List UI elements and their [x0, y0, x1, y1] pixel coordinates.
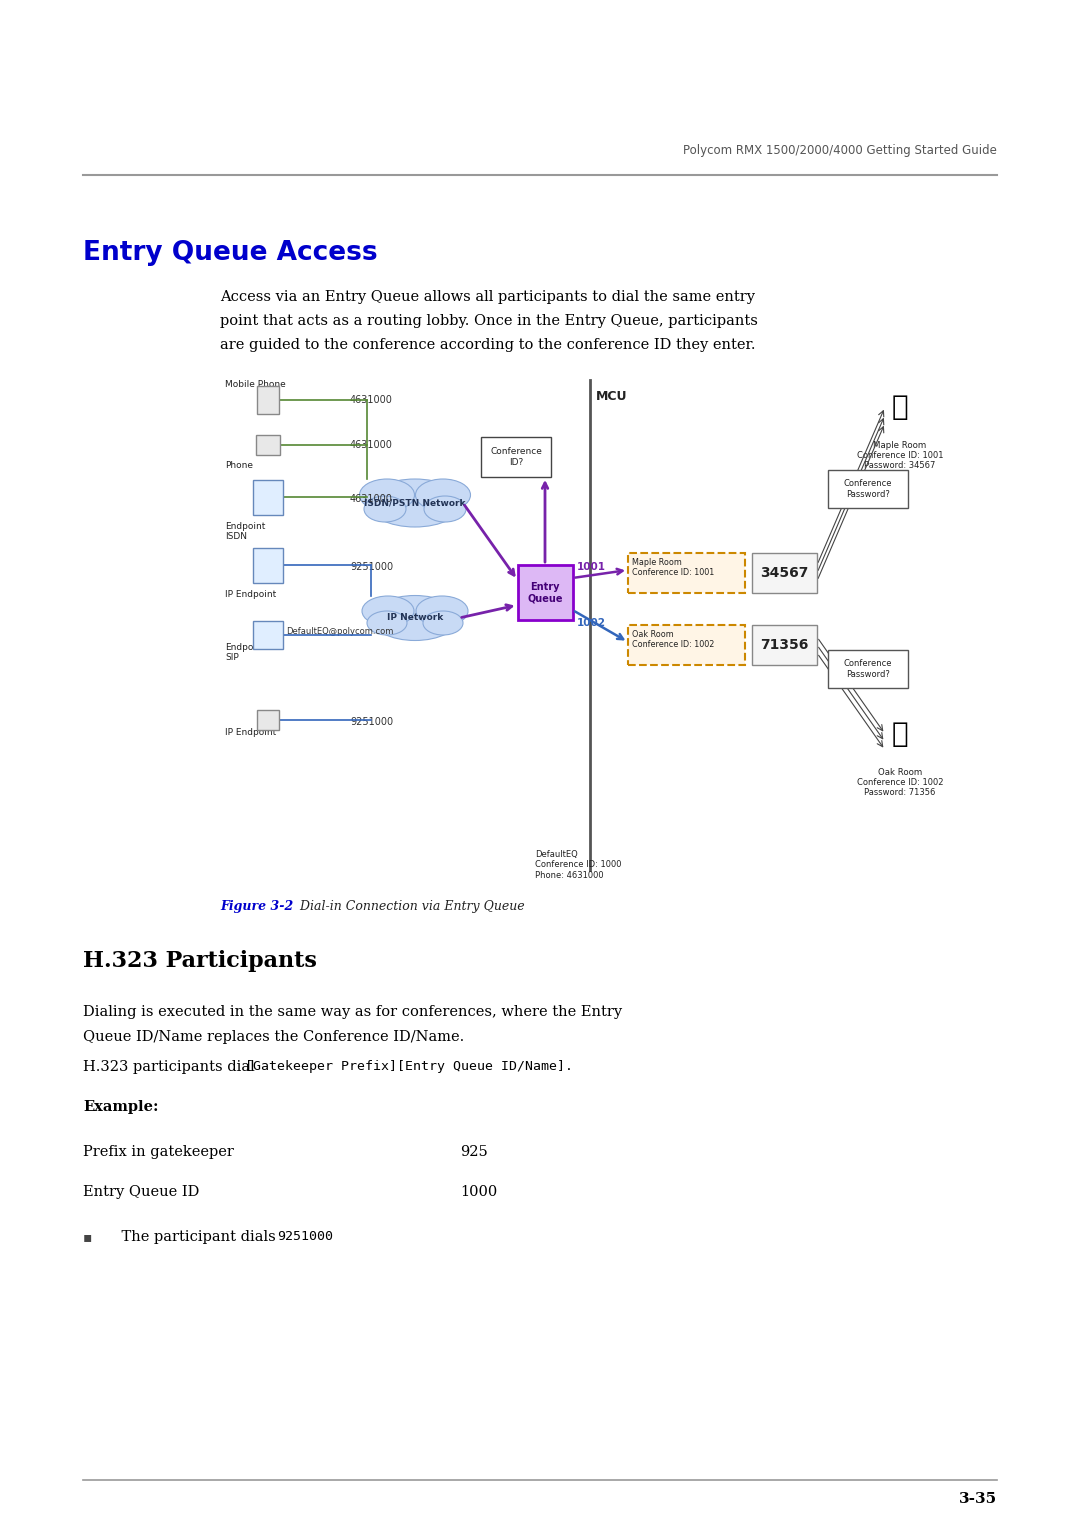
Text: Conference
Password?: Conference Password?	[843, 479, 892, 499]
Text: ▪: ▪	[83, 1231, 93, 1245]
Text: 1000: 1000	[460, 1185, 497, 1199]
Text: Maple Room
Conference ID: 1001: Maple Room Conference ID: 1001	[632, 557, 714, 577]
Text: IP Network: IP Network	[387, 614, 443, 623]
Text: Conference
Password?: Conference Password?	[843, 660, 892, 678]
Text: 925: 925	[460, 1145, 488, 1159]
Text: Entry Queue ID: Entry Queue ID	[83, 1185, 200, 1199]
Text: Example:: Example:	[83, 1099, 159, 1115]
Text: 9251000: 9251000	[350, 718, 393, 727]
Text: 9251000: 9251000	[276, 1231, 333, 1243]
Ellipse shape	[364, 496, 406, 522]
Text: 4631000: 4631000	[350, 440, 393, 450]
Text: 9251000: 9251000	[350, 562, 393, 573]
FancyBboxPatch shape	[257, 710, 279, 730]
Ellipse shape	[362, 596, 414, 626]
Ellipse shape	[372, 596, 459, 640]
Text: Oak Room
Conference ID: 1002: Oak Room Conference ID: 1002	[632, 631, 714, 649]
Text: DefaultEQ
Conference ID: 1000
Phone: 4631000: DefaultEQ Conference ID: 1000 Phone: 463…	[535, 851, 621, 880]
Text: 1002: 1002	[577, 618, 606, 628]
Ellipse shape	[416, 479, 471, 512]
FancyBboxPatch shape	[256, 435, 280, 455]
Text: 👤: 👤	[892, 721, 908, 748]
FancyBboxPatch shape	[752, 625, 816, 664]
Text: [Gatekeeper Prefix][Entry Queue ID/Name].: [Gatekeeper Prefix][Entry Queue ID/Name]…	[245, 1060, 573, 1073]
Text: are guided to the conference according to the conference ID they enter.: are guided to the conference according t…	[220, 337, 756, 353]
Text: H.323 participants dial: H.323 participants dial	[83, 1060, 259, 1073]
FancyBboxPatch shape	[253, 621, 283, 649]
Text: IP Endpoint: IP Endpoint	[225, 589, 276, 599]
Text: Oak Room: Oak Room	[878, 768, 922, 777]
Text: Password: 71356: Password: 71356	[864, 788, 935, 797]
Text: ISDN/PSTN Network: ISDN/PSTN Network	[364, 498, 465, 507]
Text: ISDN: ISDN	[225, 531, 247, 541]
Text: SIP: SIP	[225, 654, 239, 663]
Text: Polycom RMX 1500/2000/4000 Getting Started Guide: Polycom RMX 1500/2000/4000 Getting Start…	[684, 144, 997, 157]
FancyBboxPatch shape	[257, 386, 279, 414]
Text: 4631000: 4631000	[350, 395, 393, 405]
FancyBboxPatch shape	[517, 565, 572, 620]
Text: Entry Queue Access: Entry Queue Access	[83, 240, 378, 266]
Text: Prefix in gatekeeper: Prefix in gatekeeper	[83, 1145, 234, 1159]
Text: Dialing is executed in the same way as for conferences, where the Entry: Dialing is executed in the same way as f…	[83, 1005, 622, 1019]
Text: Conference ID: 1001: Conference ID: 1001	[856, 450, 943, 460]
Ellipse shape	[367, 479, 462, 527]
Text: Access via an Entry Queue allows all participants to dial the same entry: Access via an Entry Queue allows all par…	[220, 290, 755, 304]
FancyBboxPatch shape	[481, 437, 551, 476]
Text: The participant dials: The participant dials	[103, 1231, 281, 1245]
Text: 71356: 71356	[760, 638, 808, 652]
Text: Mobile Phone: Mobile Phone	[225, 380, 286, 389]
Ellipse shape	[360, 479, 415, 512]
Ellipse shape	[416, 596, 468, 626]
Text: Maple Room: Maple Room	[874, 441, 927, 450]
FancyBboxPatch shape	[828, 470, 908, 508]
Text: Conference
ID?: Conference ID?	[490, 447, 542, 467]
Ellipse shape	[424, 496, 465, 522]
Text: Endpoint: Endpoint	[225, 522, 266, 531]
Ellipse shape	[423, 611, 463, 635]
Text: Figure 3-2: Figure 3-2	[220, 899, 294, 913]
FancyBboxPatch shape	[253, 479, 283, 515]
Text: MCU: MCU	[596, 389, 627, 403]
FancyBboxPatch shape	[828, 651, 908, 689]
Text: Password: 34567: Password: 34567	[864, 461, 935, 470]
Text: Queue ID/Name replaces the Conference ID/Name.: Queue ID/Name replaces the Conference ID…	[83, 1031, 464, 1044]
Text: 34567: 34567	[760, 567, 808, 580]
FancyBboxPatch shape	[627, 625, 745, 664]
FancyBboxPatch shape	[627, 553, 745, 592]
Text: point that acts as a routing lobby. Once in the Entry Queue, participants: point that acts as a routing lobby. Once…	[220, 315, 758, 328]
Text: Dial-in Connection via Entry Queue: Dial-in Connection via Entry Queue	[292, 899, 525, 913]
Text: Endpoint: Endpoint	[225, 643, 266, 652]
Text: Phone: Phone	[225, 461, 253, 470]
Text: H.323 Participants: H.323 Participants	[83, 950, 316, 973]
Text: DefaultEQ@polycom.com: DefaultEQ@polycom.com	[286, 628, 393, 637]
Text: 👥: 👥	[892, 392, 908, 421]
Ellipse shape	[367, 611, 407, 635]
Text: IP Endpoint: IP Endpoint	[225, 728, 276, 738]
Text: 1001: 1001	[577, 562, 606, 573]
Text: Conference ID: 1002: Conference ID: 1002	[856, 777, 943, 786]
FancyBboxPatch shape	[752, 553, 816, 592]
Text: 4631000: 4631000	[350, 495, 393, 504]
Text: 3-35: 3-35	[959, 1492, 997, 1506]
Text: Entry
Queue: Entry Queue	[527, 582, 563, 603]
FancyBboxPatch shape	[253, 548, 283, 582]
